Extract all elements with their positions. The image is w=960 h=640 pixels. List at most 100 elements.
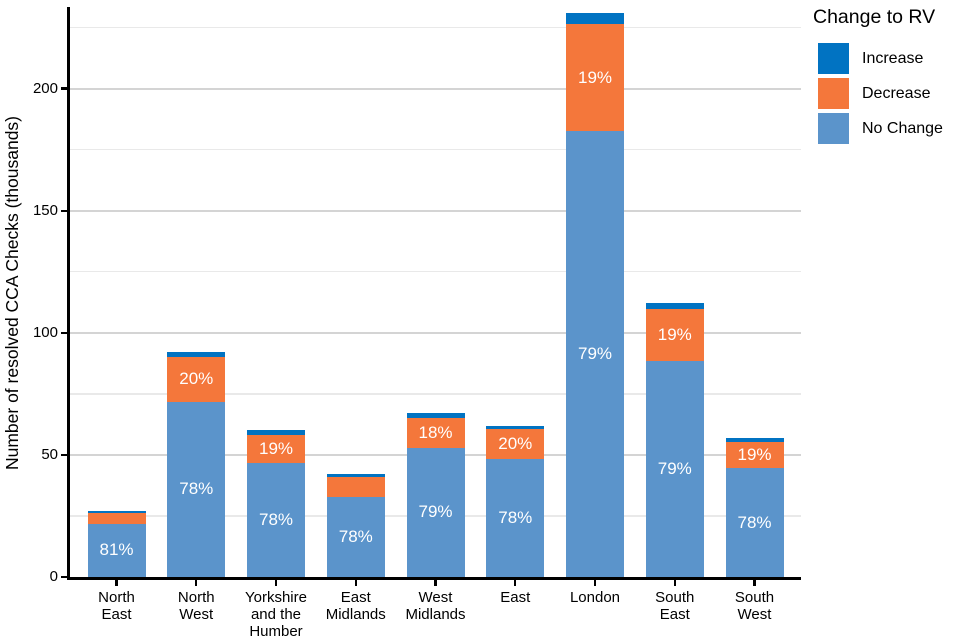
bar-label-no-change: 79% [657, 458, 692, 478]
x-axis-tick [593, 579, 597, 586]
x-tick-label-line: Midlands [405, 606, 466, 623]
y-tick-label: 150 [32, 201, 58, 219]
x-tick-label: East Midlands [301, 589, 411, 623]
y-axis-tick [61, 331, 68, 334]
bar-label-decrease: 19% [657, 324, 692, 344]
major-gridline [70, 87, 801, 90]
x-tick-label-line: Midlands [325, 606, 386, 623]
bar-label-no-change: 79% [418, 502, 453, 522]
x-tick-label: North East [62, 589, 172, 623]
bar-label-no-change: 81% [99, 540, 134, 560]
bar-label-decrease: 20% [179, 369, 214, 389]
legend-label: No Change [862, 119, 943, 137]
bar-label-decrease: 19% [577, 67, 613, 87]
x-tick-label: South West [700, 589, 810, 623]
legend-swatch [818, 78, 849, 109]
y-axis-line [67, 7, 71, 580]
bar-segment-increase [326, 474, 385, 478]
x-axis-tick [195, 579, 198, 586]
bar-label-decrease: 19% [258, 438, 294, 458]
bar-segment-increase [566, 12, 624, 25]
bar-segment-increase [247, 430, 305, 435]
x-tick-label-line: West [418, 589, 453, 606]
x-axis-tick [354, 579, 357, 586]
y-tick-label: 200 [32, 79, 58, 97]
legend-swatch [818, 43, 849, 74]
bar-segment-no-change [87, 523, 146, 577]
x-tick-label-line: and the [250, 606, 302, 623]
bar-segment-no-change [247, 462, 305, 577]
y-axis-tick [61, 575, 68, 579]
x-axis-tick [434, 579, 437, 586]
legend-swatch [818, 113, 849, 144]
bar-label-no-change: 78% [737, 512, 772, 532]
x-tick-label-line: London [569, 589, 621, 606]
x-tick-label: Yorkshire and the Humber [221, 589, 331, 640]
y-tick-label: 100 [32, 323, 58, 341]
bar-segment-decrease [326, 477, 385, 497]
bar-segment-increase [167, 352, 226, 357]
major-gridline [70, 209, 801, 212]
bar-segment-no-change [645, 360, 704, 577]
bar-segment-decrease [247, 434, 305, 463]
y-tick-label: 0 [49, 568, 58, 585]
x-tick-label: London [540, 589, 650, 606]
legend-label: Increase [862, 49, 924, 67]
x-tick-label: South East [620, 589, 730, 623]
bar-label-decrease: 20% [498, 433, 533, 453]
x-axis-line [67, 576, 801, 580]
bar-segment-decrease [406, 418, 465, 448]
bar-segment-decrease [566, 24, 624, 132]
y-tick-label: 50 [41, 445, 58, 463]
x-axis-tick [753, 579, 756, 586]
legend-item-no-change: No Change [818, 113, 959, 144]
bar-segment-decrease [645, 308, 704, 361]
x-tick-label-line: East [101, 606, 132, 623]
x-tick-label-line: East [500, 589, 531, 606]
y-axis-tick [61, 87, 68, 90]
x-tick-label: West Midlands [381, 589, 491, 623]
x-tick-label-line: South [655, 589, 695, 606]
x-axis-tick [673, 579, 676, 586]
bar-segment-no-change [725, 468, 784, 577]
x-tick-label-line: North [98, 589, 135, 606]
x-tick-label-line: East [659, 606, 690, 623]
bar-segment-decrease [87, 513, 146, 524]
bar-label-no-change: 78% [179, 479, 214, 499]
minor-gridline [70, 270, 801, 273]
x-tick-label-line: North [177, 589, 215, 606]
x-tick-label: North West [141, 589, 251, 623]
bar-segment-decrease [167, 356, 226, 402]
bar-segment-no-change [486, 458, 545, 577]
bar-label-decrease: 19% [737, 445, 772, 465]
x-tick-label-line: Humber [249, 623, 303, 640]
bar-segment-increase [645, 303, 704, 309]
legend-items: Increase Decrease No Change [813, 43, 959, 144]
x-tick-label-line: East [340, 589, 371, 606]
major-gridline [70, 331, 801, 334]
bar-segment-increase [486, 425, 545, 429]
x-tick-label-line: West [737, 606, 772, 623]
bar-segment-no-change [326, 496, 385, 577]
legend-label: Decrease [862, 84, 931, 102]
legend: Change to RV Increase Decrease No Change [813, 6, 959, 148]
minor-gridline [70, 26, 801, 29]
bar-label-no-change: 78% [338, 526, 373, 546]
x-tick-label-line: Yorkshire [245, 589, 307, 606]
minor-gridline [70, 393, 801, 395]
bar-segment-no-change [406, 447, 465, 577]
x-axis-tick [115, 579, 118, 586]
legend-title: Change to RV [813, 6, 936, 28]
y-axis-tick [61, 209, 68, 212]
x-tick-label-line: West [179, 606, 214, 623]
bar-segment-no-change [566, 131, 624, 577]
y-axis-tick [61, 453, 68, 456]
bar-segment-no-change [167, 401, 226, 577]
bar-segment-increase [725, 437, 784, 442]
bar-segment-increase [406, 413, 465, 419]
bar-segment-decrease [725, 441, 784, 469]
x-axis-tick [514, 579, 517, 586]
minor-gridline [70, 148, 801, 151]
